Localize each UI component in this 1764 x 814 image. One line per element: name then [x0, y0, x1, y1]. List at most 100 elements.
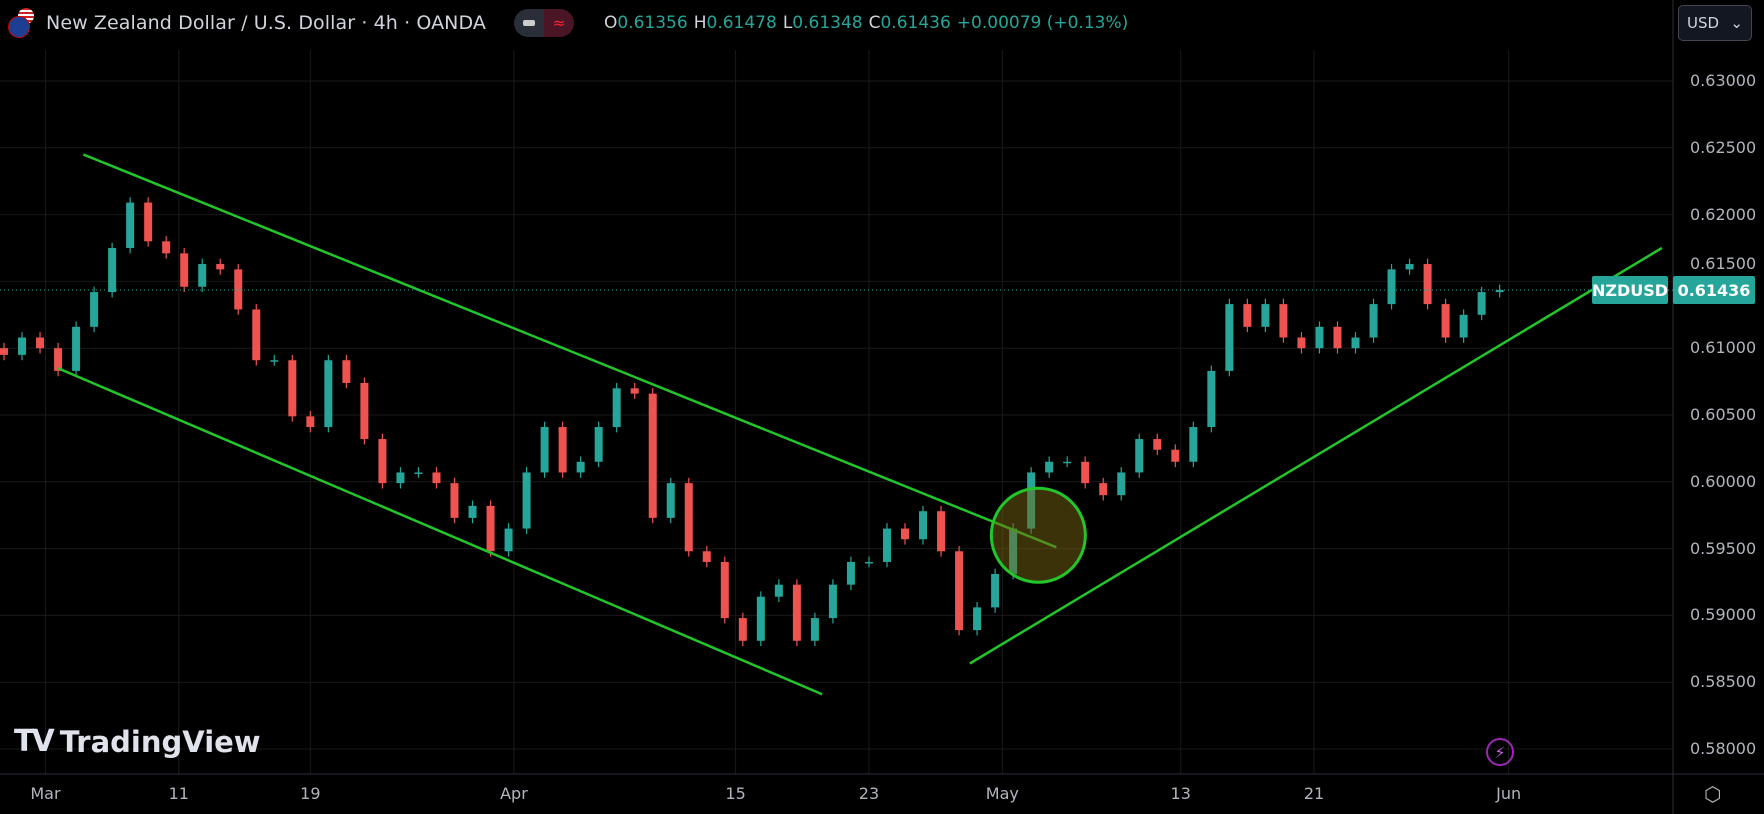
indicator-toggle[interactable]: ≈	[514, 9, 574, 37]
candle-body	[1117, 472, 1126, 496]
candle-body	[324, 360, 333, 428]
candle-body	[0, 348, 8, 355]
candle-body	[342, 360, 351, 383]
candle-body	[846, 561, 855, 585]
candle-body	[1243, 304, 1252, 327]
candle-body	[90, 292, 99, 327]
date-tick-label: 15	[725, 784, 746, 803]
lightning-icon[interactable]: ⚡	[1486, 738, 1514, 766]
price-tick-label: 0.58500	[1690, 672, 1757, 692]
candle-body	[180, 253, 189, 287]
candle-body	[198, 264, 207, 287]
date-tick-label: 23	[858, 784, 880, 803]
open-key: O	[604, 13, 618, 33]
last-price-tag: 0.61436	[1673, 276, 1755, 304]
candle-body	[756, 596, 765, 641]
candle-body	[738, 618, 747, 641]
price-tick-label: 0.58000	[1690, 739, 1757, 758]
symbol-tag: NZDUSD	[1592, 276, 1668, 304]
candle-body	[955, 551, 964, 631]
nz-us-flag-icon	[8, 8, 38, 38]
candle-body	[594, 427, 603, 462]
currency-button[interactable]: USD ⌄	[1678, 5, 1752, 41]
currency-label: USD	[1687, 14, 1720, 32]
chevron-down-icon: ⌄	[1730, 14, 1743, 32]
candle-body	[414, 472, 423, 474]
change-value: +0.00079 (+0.13%)	[956, 13, 1129, 33]
candle-body	[288, 360, 297, 417]
candle-body	[1261, 304, 1270, 327]
candle-body	[540, 427, 549, 473]
channel-lower-trendline	[57, 367, 823, 696]
tradingview-logo[interactable]: 𝗧𝗩 TradingView	[14, 724, 261, 759]
candle-body	[126, 202, 135, 248]
price-tick-label: 0.61000	[1690, 338, 1757, 358]
candle-body	[360, 382, 369, 440]
price-tick-label: 0.59500	[1690, 538, 1757, 558]
candle-body	[720, 561, 729, 619]
candle-body	[991, 573, 1000, 608]
minus-icon[interactable]	[514, 9, 544, 37]
candle-body	[144, 202, 153, 242]
logo-text: TradingView	[59, 724, 261, 759]
date-tick-label: Mar	[30, 784, 61, 803]
candle-body	[72, 326, 81, 371]
candle-body	[1279, 304, 1288, 338]
candle-body	[864, 561, 873, 564]
candle-body	[1189, 427, 1198, 462]
candle-body	[919, 511, 928, 540]
candle-body	[1315, 326, 1324, 349]
candle-body	[882, 528, 891, 562]
candle-body	[774, 584, 783, 597]
candle-body	[1405, 264, 1414, 270]
candle-body	[306, 416, 315, 428]
candle-body	[1333, 326, 1342, 349]
candle-body	[504, 528, 513, 552]
candle-body	[270, 360, 279, 362]
candle-body	[1225, 304, 1234, 371]
candle-body	[1441, 304, 1450, 338]
date-tick-label: May	[985, 784, 1019, 803]
low-key: L	[782, 13, 793, 33]
low-value: 0.61348	[792, 13, 863, 33]
price-tick-label: 0.62500	[1690, 137, 1757, 157]
candle-body	[1099, 483, 1108, 496]
candle-body	[648, 393, 657, 518]
candle-body	[558, 427, 567, 473]
candle-body	[1081, 461, 1090, 484]
candle-body	[450, 483, 459, 518]
candle-body	[576, 461, 585, 473]
date-tick-label: 19	[300, 784, 321, 803]
price-tick-label: 0.62000	[1690, 204, 1757, 224]
ohlc-readout: O0.61356 H0.61478 L0.61348 C0.61436 +0.0…	[604, 13, 1128, 33]
candle-body	[486, 505, 495, 552]
wave-icon[interactable]: ≈	[544, 9, 574, 37]
candle-body	[234, 269, 243, 310]
candle-body	[684, 483, 693, 552]
date-tick-label: 13	[1170, 784, 1191, 803]
high-value: 0.61478	[706, 13, 777, 33]
candle-body	[54, 348, 63, 371]
candle-body	[792, 584, 801, 641]
candle-body	[378, 439, 387, 484]
candle-body	[702, 551, 711, 562]
candle-body	[396, 472, 405, 484]
settings-icon[interactable]: ⬡	[1704, 782, 1722, 806]
candle-body	[252, 309, 261, 361]
date-tick-label: 11	[168, 784, 189, 803]
price-tick-label: 0.60500	[1690, 405, 1757, 424]
candle-body	[937, 511, 946, 552]
candle-body	[1171, 449, 1180, 462]
candle-body	[1423, 264, 1432, 305]
candle-body	[108, 248, 117, 293]
symbol-title[interactable]: New Zealand Dollar / U.S. Dollar · 4h · …	[46, 12, 486, 34]
price-tick-label: 0.60000	[1690, 471, 1757, 491]
candle-body	[810, 618, 819, 641]
candle-body	[18, 337, 27, 355]
candle-body	[1387, 269, 1396, 305]
candle-body	[1351, 337, 1360, 349]
candle-body	[973, 607, 982, 631]
candle-body	[1459, 314, 1468, 338]
date-tick-label: Jun	[1496, 784, 1522, 803]
